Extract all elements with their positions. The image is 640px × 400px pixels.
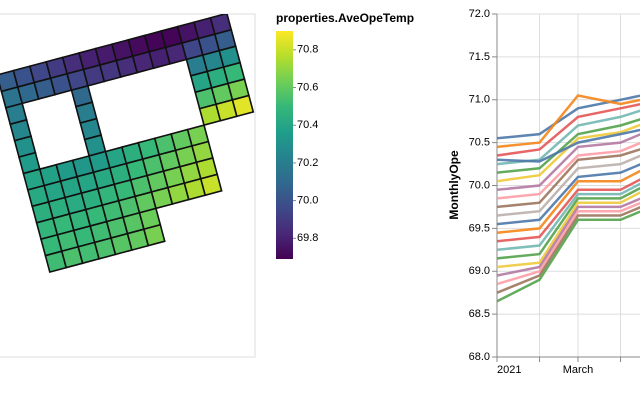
grid-cells — [0, 14, 255, 274]
y-tick-label: 72.0 — [469, 8, 490, 20]
series-line — [497, 182, 640, 252]
series-line — [497, 191, 640, 269]
series-line — [497, 197, 640, 277]
y-tick-label: 71.5 — [469, 51, 490, 63]
legend-tick-label: 70.0 — [297, 194, 318, 206]
grid-cell — [199, 173, 223, 197]
grid-cell — [231, 94, 255, 118]
grid-cell — [142, 223, 166, 247]
y-tick-label: 69.0 — [469, 265, 490, 277]
series-line — [497, 210, 640, 303]
map — [0, 14, 255, 274]
y-tick-label: 68.5 — [469, 308, 490, 320]
series-line — [497, 128, 640, 163]
legend-gradient — [276, 31, 293, 259]
y-tick-label: 70.5 — [469, 137, 490, 149]
x-tick-label: 2021 — [497, 364, 521, 376]
legend-tick-label: 70.2 — [297, 157, 318, 169]
series-line — [497, 154, 640, 217]
series-line — [497, 133, 640, 192]
y-tick-label: 68.0 — [469, 351, 490, 363]
y-tick-label: 69.5 — [469, 222, 490, 234]
x-tick-label: March — [563, 364, 594, 376]
series-line — [497, 178, 640, 243]
series-line — [497, 206, 640, 294]
legend-tick-label: 69.8 — [297, 232, 318, 244]
series-line — [497, 201, 640, 286]
series-line — [497, 186, 640, 260]
map-frame — [0, 13, 256, 358]
y-tick-label: 71.0 — [469, 94, 490, 106]
series-line — [497, 141, 640, 200]
series-line — [497, 94, 640, 149]
y-tick-label: 70.0 — [469, 179, 490, 191]
line-chart: 68.0 68.5 69.0 69.5 70.0 70.5 71.0 71.5 72.0 2021… — [469, 8, 640, 376]
legend-tick-label: 70.4 — [297, 119, 318, 131]
series-line — [497, 118, 640, 174]
series-line — [497, 148, 640, 209]
series-line — [497, 103, 640, 157]
legend-tick-label: 70.6 — [297, 81, 318, 93]
series-line — [497, 123, 640, 183]
series-line — [497, 163, 640, 226]
series-lines — [497, 94, 640, 303]
legend-title: properties.AveOpeTemp — [276, 11, 414, 25]
series-line — [497, 169, 640, 234]
legend-tick-label: 70.8 — [297, 44, 318, 56]
y-axis-title: MonthlyOpe — [447, 150, 461, 220]
series-line — [497, 94, 640, 140]
